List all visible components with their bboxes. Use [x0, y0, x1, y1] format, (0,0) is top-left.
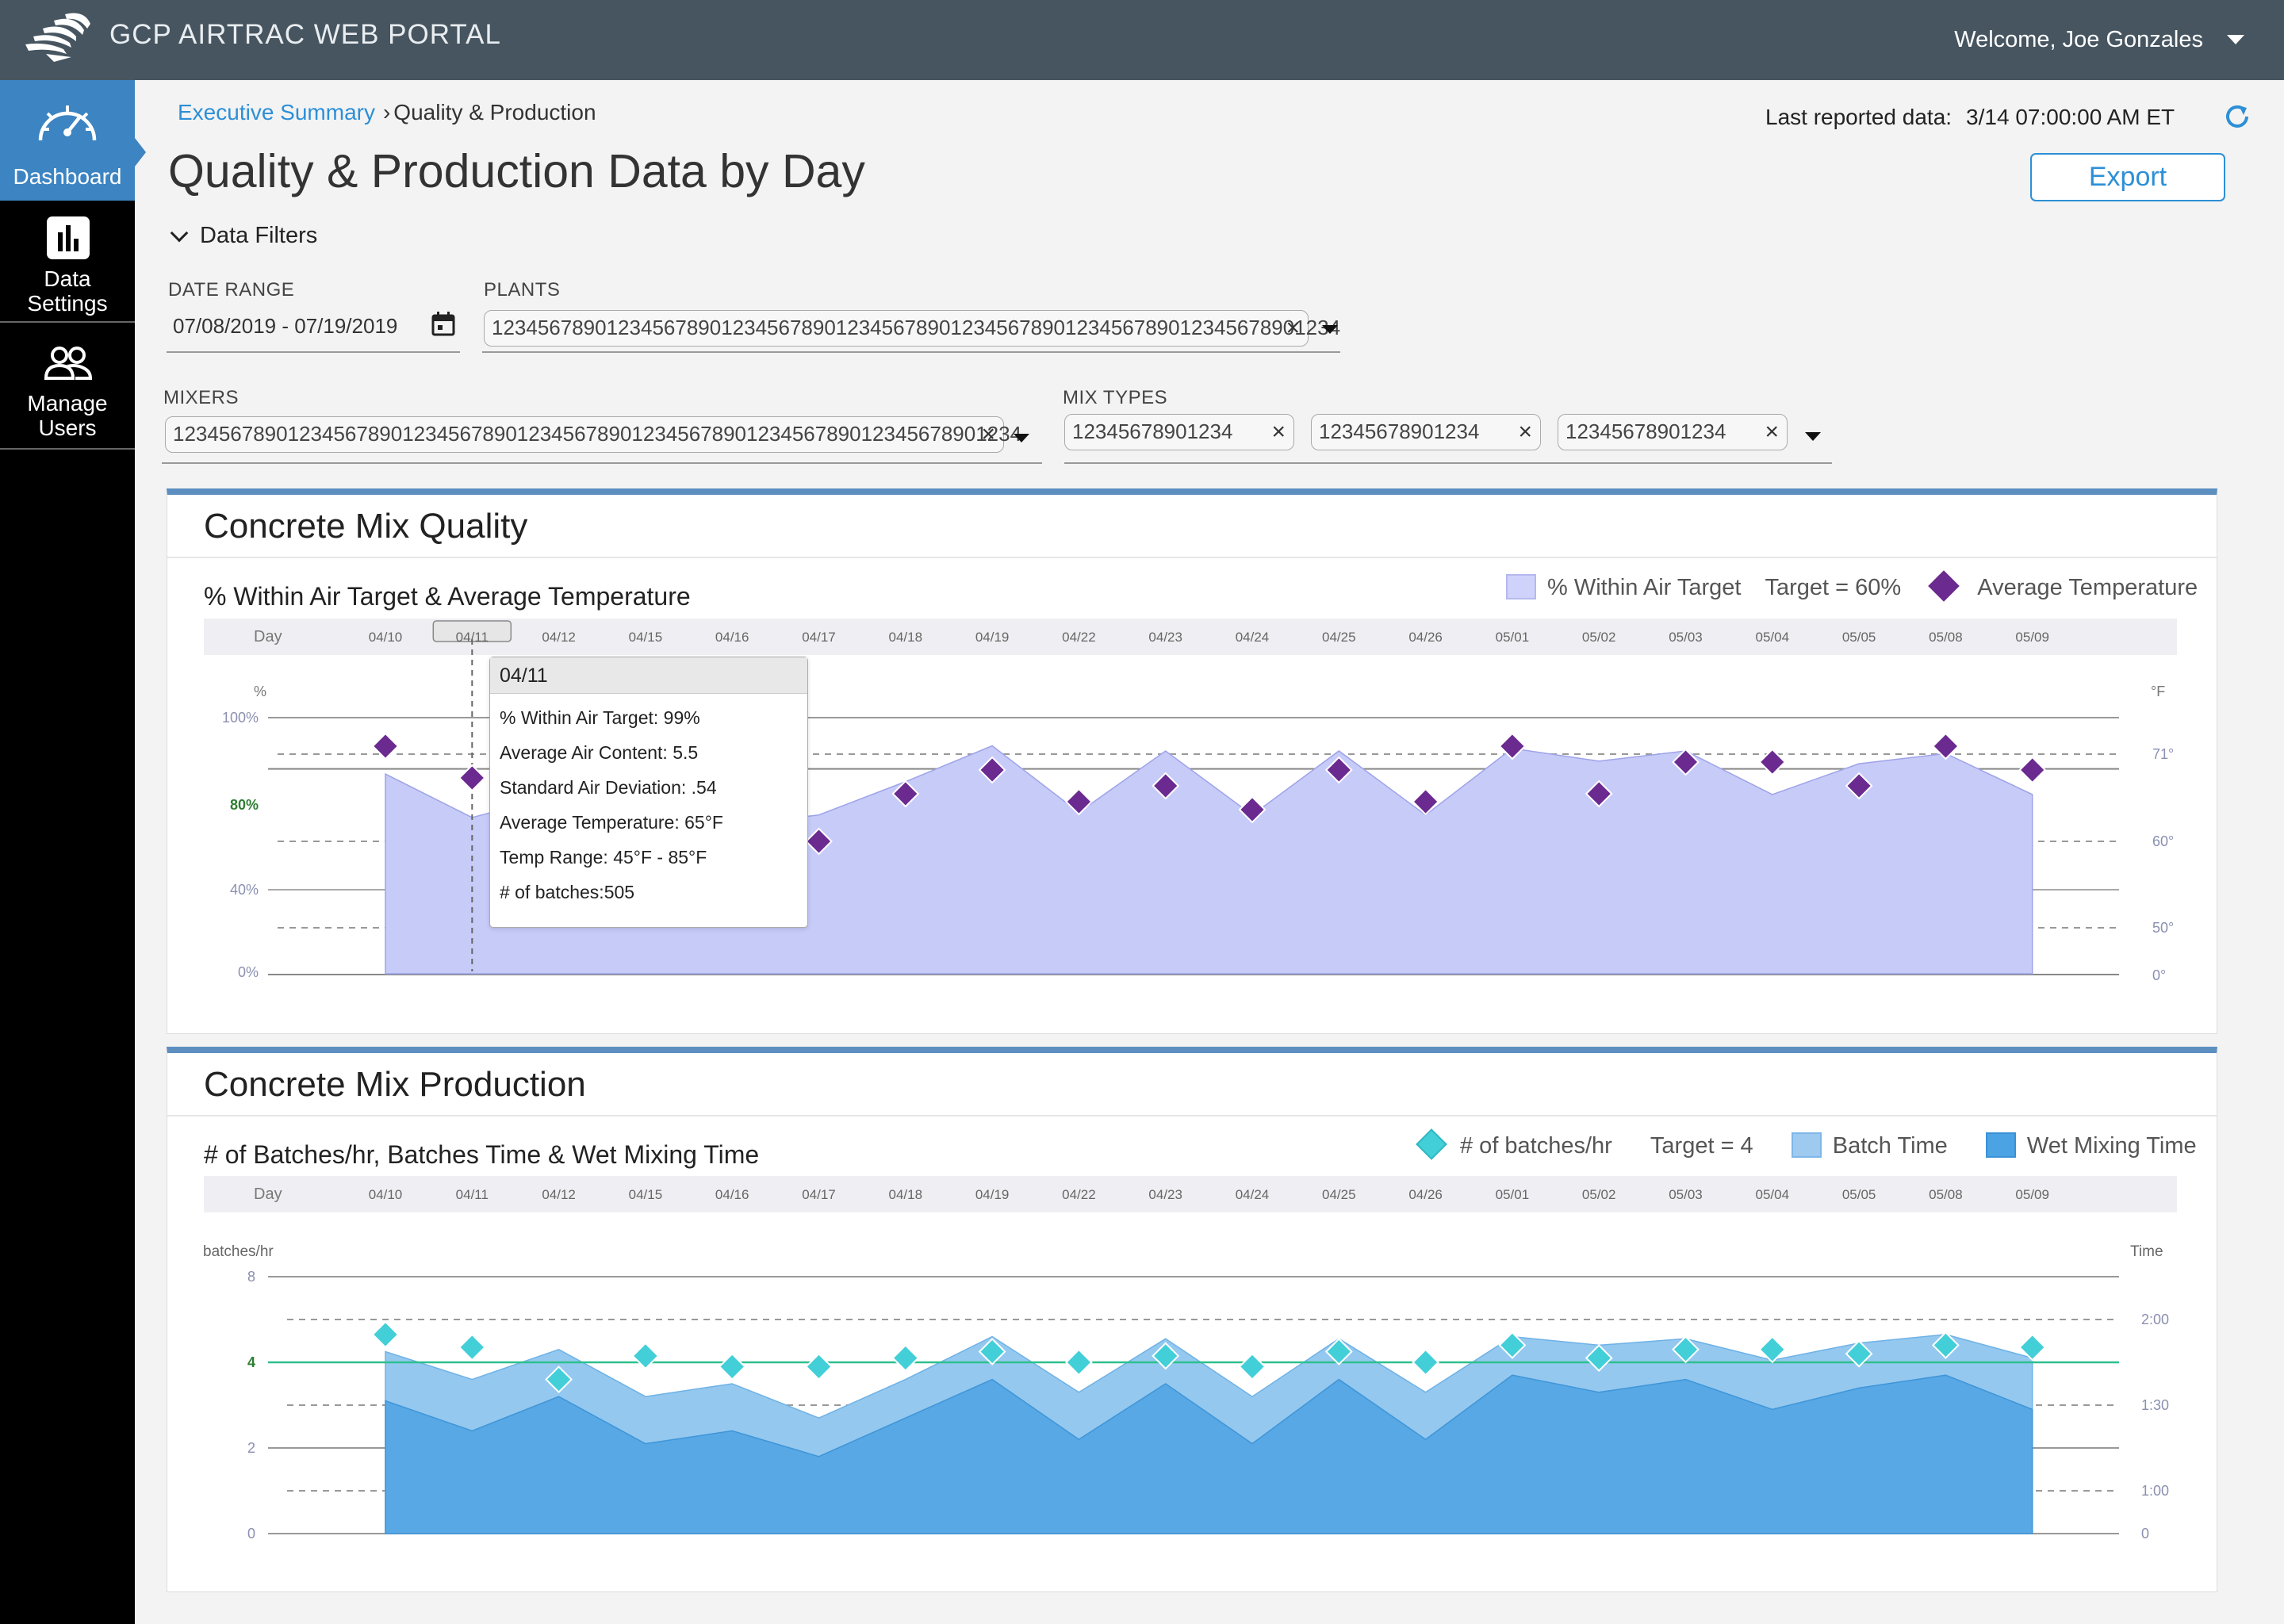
mixers-select[interactable]: 1234567890123456789012345678901234567890…: [162, 412, 1042, 464]
mix-type-chip-label: 12345678901234: [1072, 419, 1233, 443]
welcome-user-menu[interactable]: Welcome, Joe Gonzales: [1954, 27, 2203, 52]
quality-legend: % Within Air Target Target = 60% Average…: [1506, 570, 2198, 602]
mix-type-chip-label: 12345678901234: [1319, 419, 1480, 443]
legend-target-label: Target = 4: [1650, 1133, 1753, 1159]
sidebar-item-label: Users: [38, 416, 97, 440]
active-indicator: [135, 138, 146, 167]
quality-panel: Concrete Mix Quality % Within Air Target…: [167, 488, 2217, 1034]
mix-type-chip: 12345678901234 ×: [1064, 414, 1294, 450]
dropdown-caret-icon[interactable]: [1805, 432, 1821, 441]
export-button[interactable]: Export: [2030, 153, 2225, 201]
mix-types-label: MIX TYPES: [1063, 387, 1168, 408]
sidebar-item-label: Manage: [27, 391, 108, 416]
sidebar-item-label: Settings: [27, 291, 108, 316]
remove-chip-icon[interactable]: ×: [981, 421, 995, 447]
tooltip-row: Average Air Content: 5.5: [500, 742, 699, 763]
legend-air-label: % Within Air Target: [1547, 575, 1742, 600]
users-icon: [44, 347, 93, 380]
temperature-diamond-icon: [1928, 570, 1960, 602]
batches-diamond-icon: [1416, 1128, 1447, 1160]
mixers-chip-label: 1234567890123456789012345678901234567890…: [173, 422, 1022, 446]
top-bar: GCP AIRTRAC WEB PORTAL Welcome, Joe Gonz…: [0, 0, 2284, 80]
plants-label: PLANTS: [484, 279, 561, 301]
bar-chart-icon: [47, 216, 90, 259]
remove-chip-icon[interactable]: ×: [1518, 419, 1532, 445]
date-range-value: 07/08/2019 - 07/19/2019: [173, 314, 398, 338]
tooltip-row: # of batches:505: [500, 882, 635, 902]
breadcrumb-current: Quality & Production: [393, 100, 596, 124]
data-filters-toggle[interactable]: Data Filters: [167, 223, 317, 249]
gcp-logo-icon: [25, 13, 90, 62]
remove-chip-icon[interactable]: ×: [1765, 419, 1779, 445]
production-legend: # of batches/hr Target = 4 Batch Time We…: [1416, 1128, 2197, 1160]
date-range-field[interactable]: 07/08/2019 - 07/19/2019: [167, 306, 460, 353]
data-filters-label: Data Filters: [200, 223, 318, 248]
production-chart-title: # of Batches/hr, Batches Time & Wet Mixi…: [204, 1140, 760, 1169]
tooltip-row: % Within Air Target: 99%: [500, 707, 700, 728]
mix-types-select[interactable]: 12345678901234 × 12345678901234 × 123456…: [1064, 412, 1832, 464]
last-reported: Last reported data: 3/14 07:00:00 AM ET: [1765, 105, 2175, 130]
plants-select[interactable]: 1234567890123456789012345678901234567890…: [482, 306, 1340, 353]
air-target-swatch: [1506, 574, 1536, 599]
refresh-icon[interactable]: [2222, 102, 2252, 132]
legend-wet-label: Wet Mixing Time: [2026, 1133, 2197, 1159]
speedometer-icon: [38, 105, 97, 141]
legend-batch-time-label: Batch Time: [1832, 1133, 1948, 1159]
mix-type-chip: 12345678901234 ×: [1311, 414, 1541, 450]
production-panel-title: Concrete Mix Production: [204, 1065, 586, 1104]
quality-panel-title: Concrete Mix Quality: [204, 507, 528, 546]
production-panel: Concrete Mix Production # of Batches/hr,…: [167, 1047, 2217, 1592]
mixers-label: MIXERS: [163, 387, 240, 408]
calendar-icon[interactable]: [431, 311, 455, 336]
sidebar-item-label: Data: [44, 266, 91, 291]
remove-chip-icon[interactable]: ×: [1271, 419, 1286, 445]
quality-chart-title: % Within Air Target & Average Temperatur…: [204, 582, 691, 611]
breadcrumb-executive-summary[interactable]: Executive Summary: [178, 100, 375, 124]
batch-time-swatch: [1791, 1132, 1822, 1158]
chevron-down-icon[interactable]: [2227, 35, 2244, 44]
mixers-chip: 1234567890123456789012345678901234567890…: [165, 416, 1021, 453]
sidebar-item-manage-users[interactable]: Manage Users: [0, 324, 135, 450]
tooltip-row: Average Temperature: 65°F: [500, 812, 723, 833]
legend-batches-label: # of batches/hr: [1460, 1133, 1612, 1159]
sidebar-item-data-settings[interactable]: Data Settings: [0, 201, 135, 323]
app-title: GCP AIRTRAC WEB PORTAL: [109, 19, 501, 50]
last-reported-label: Last reported data:: [1765, 105, 1953, 129]
tooltip-row: Standard Air Deviation: .54: [500, 777, 717, 798]
sidebar-item-dashboard[interactable]: Dashboard: [0, 80, 135, 201]
legend-target-label: Target = 60%: [1765, 575, 1902, 600]
mix-type-chip: 12345678901234 ×: [1558, 414, 1788, 450]
page-title: Quality & Production Data by Day: [168, 145, 865, 197]
last-reported-value: 3/14 07:00:00 AM ET: [1966, 105, 2175, 129]
date-range-label: DATE RANGE: [168, 279, 295, 301]
plants-chip-label: 1234567890123456789012345678901234567890…: [492, 316, 1341, 339]
plants-chip: 1234567890123456789012345678901234567890…: [484, 310, 1340, 347]
chevron-down-icon: [170, 224, 189, 243]
legend-temp-label: Average Temperature: [1977, 575, 2198, 600]
tooltip-row: Temp Range: 45°F - 85°F: [500, 847, 707, 868]
wet-mixing-swatch: [1985, 1132, 2016, 1158]
mix-type-chip-label: 12345678901234: [1565, 419, 1726, 443]
chart-tooltip: 04/11 % Within Air Target: 99% Average A…: [489, 657, 808, 928]
tooltip-title: 04/11: [490, 657, 807, 694]
remove-chip-icon[interactable]: ×: [1286, 315, 1300, 341]
chevron-right-icon: ›: [382, 100, 391, 124]
breadcrumb: Executive Summary › Quality & Production: [178, 100, 596, 125]
dropdown-caret-icon[interactable]: [1322, 325, 1338, 334]
sidebar-item-label: Dashboard: [13, 164, 122, 189]
sidebar: Dashboard Data Settings Manage Users: [0, 80, 135, 1624]
dropdown-caret-icon[interactable]: [1014, 434, 1029, 442]
